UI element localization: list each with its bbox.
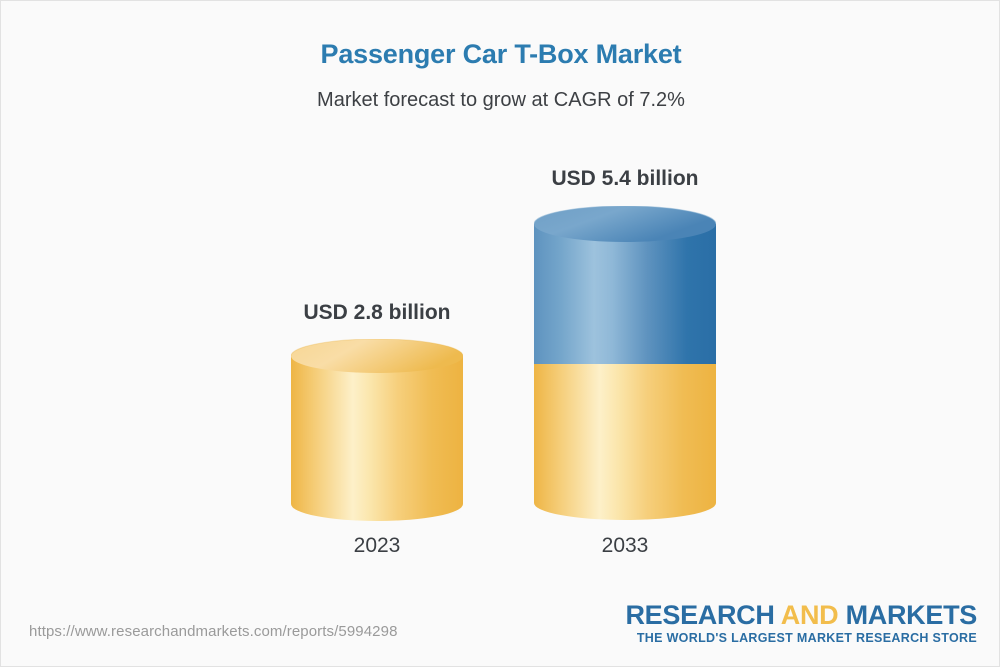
bar-group-2023: USD 2.8 billion (290, 1, 469, 601)
brand-word-markets: MARKETS (845, 600, 978, 630)
bar-group-2033: USD 5.4 billion (533, 1, 722, 601)
cylinder-shape-blue-yellow (533, 205, 722, 520)
bar-cylinder-2023 (290, 338, 469, 521)
page-title: Passenger Car T-Box Market (320, 39, 682, 69)
bar-value-label-2023: USD 2.8 billion (303, 301, 451, 324)
chart-subtitle: Market forecast to grow at CAGR of 7.2% (317, 89, 685, 111)
chart-plot-area: USD 2.8 billion (1, 1, 999, 601)
brand-logo: RESEARCH AND MARKETS THE WORLD'S LARGEST… (625, 601, 977, 646)
brand-wordmark: RESEARCH AND MARKETS (625, 601, 977, 629)
brand-tagline: THE WORLD'S LARGEST MARKET RESEARCH STOR… (636, 631, 977, 646)
bar-category-label-2023: 2023 (353, 534, 401, 557)
bar-category-label-2033: 2033 (601, 534, 649, 557)
bar-cylinder-2033 (533, 205, 722, 520)
brand-word-and: AND (780, 600, 839, 630)
bar-value-label-2033: USD 5.4 billion (551, 167, 699, 190)
cylinder-shape-yellow (290, 338, 469, 521)
brand-word-research: RESEARCH (625, 600, 775, 630)
report-url[interactable]: https://www.researchandmarkets.com/repor… (29, 623, 398, 640)
